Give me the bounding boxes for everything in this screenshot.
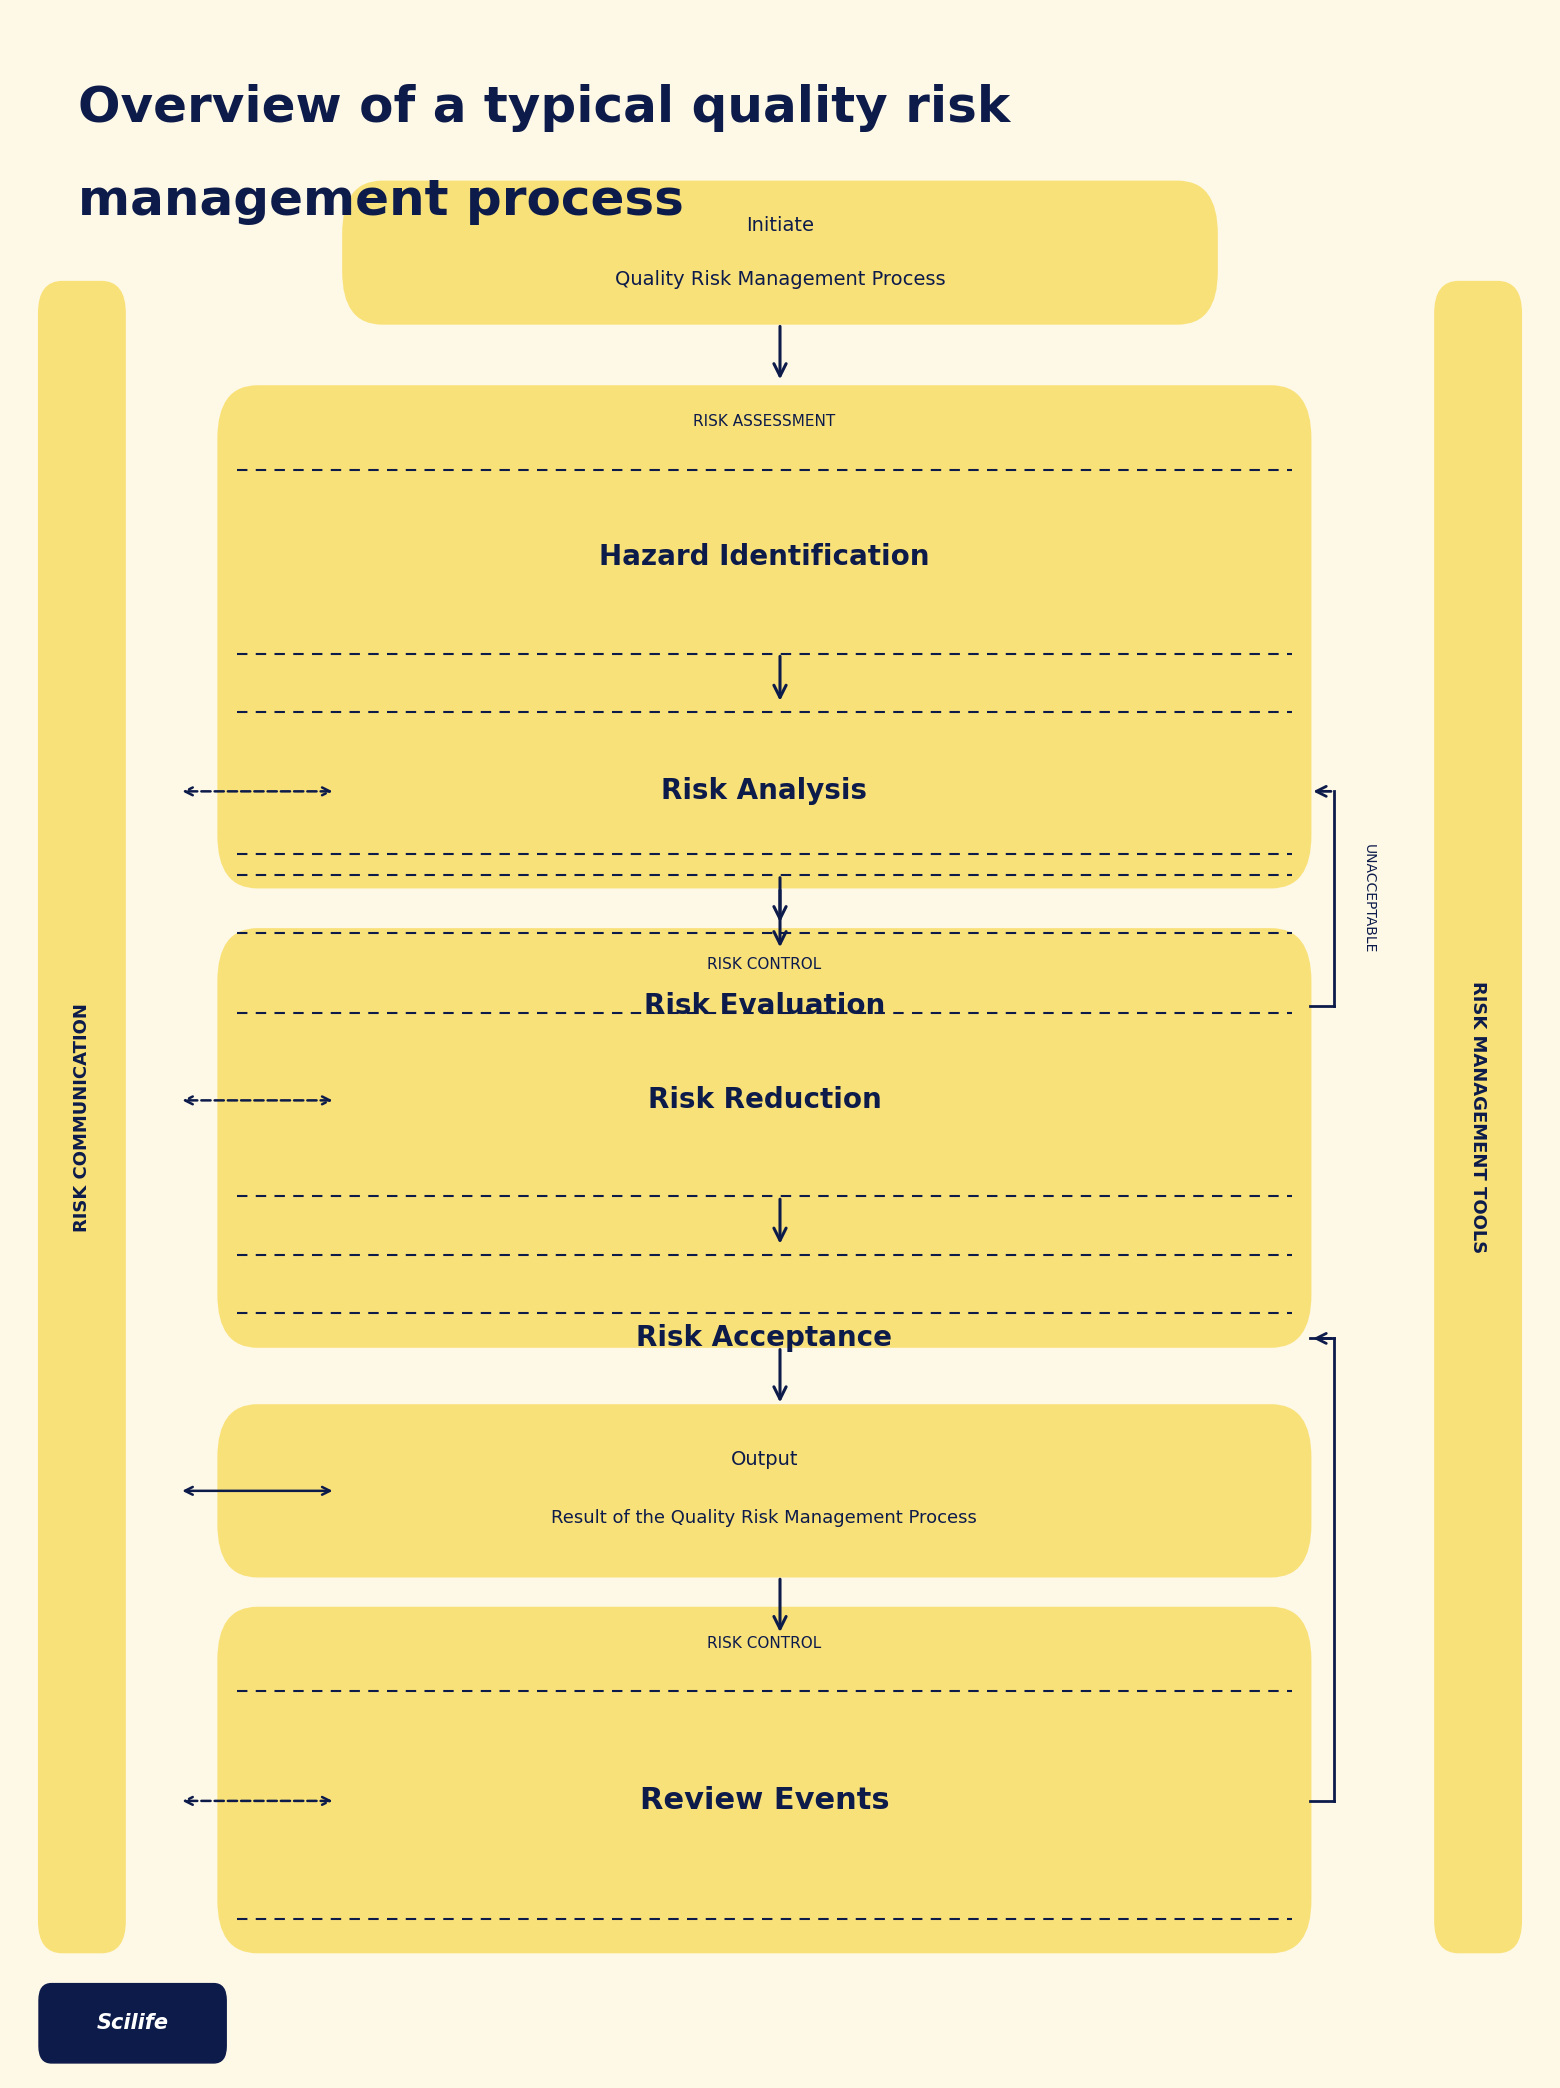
Text: Risk Acceptance: Risk Acceptance (636, 1324, 892, 1353)
Text: RISK ASSESSMENT: RISK ASSESSMENT (693, 413, 836, 430)
Text: Scilife: Scilife (97, 2013, 168, 2034)
FancyBboxPatch shape (218, 1405, 1310, 1576)
Text: RISK CONTROL: RISK CONTROL (707, 1635, 822, 1652)
FancyBboxPatch shape (218, 1608, 1310, 1952)
Text: RISK COMMUNICATION: RISK COMMUNICATION (73, 1002, 90, 1232)
FancyBboxPatch shape (39, 282, 125, 1952)
FancyBboxPatch shape (39, 1984, 226, 2063)
Text: Risk Reduction: Risk Reduction (647, 1086, 881, 1115)
Text: Initiate: Initiate (746, 215, 814, 236)
Text: Overview of a typical quality risk: Overview of a typical quality risk (78, 84, 1011, 132)
Text: Hazard Identification: Hazard Identification (599, 543, 930, 572)
Text: Risk Analysis: Risk Analysis (661, 777, 867, 806)
Text: Result of the Quality Risk Management Process: Result of the Quality Risk Management Pr… (552, 1510, 977, 1526)
Text: Quality Risk Management Process: Quality Risk Management Process (615, 269, 945, 290)
Text: Risk Evaluation: Risk Evaluation (644, 992, 885, 1021)
Text: RISK MANAGEMENT TOOLS: RISK MANAGEMENT TOOLS (1470, 981, 1487, 1253)
FancyBboxPatch shape (1435, 282, 1521, 1952)
FancyBboxPatch shape (343, 182, 1217, 324)
FancyBboxPatch shape (218, 929, 1310, 1347)
Text: RISK CONTROL: RISK CONTROL (707, 956, 822, 973)
Text: Output: Output (730, 1449, 799, 1470)
Text: UNACCEPTABLE: UNACCEPTABLE (1362, 844, 1376, 954)
Text: management process: management process (78, 177, 683, 226)
FancyBboxPatch shape (218, 386, 1310, 887)
Text: Review Events: Review Events (640, 1787, 889, 1814)
